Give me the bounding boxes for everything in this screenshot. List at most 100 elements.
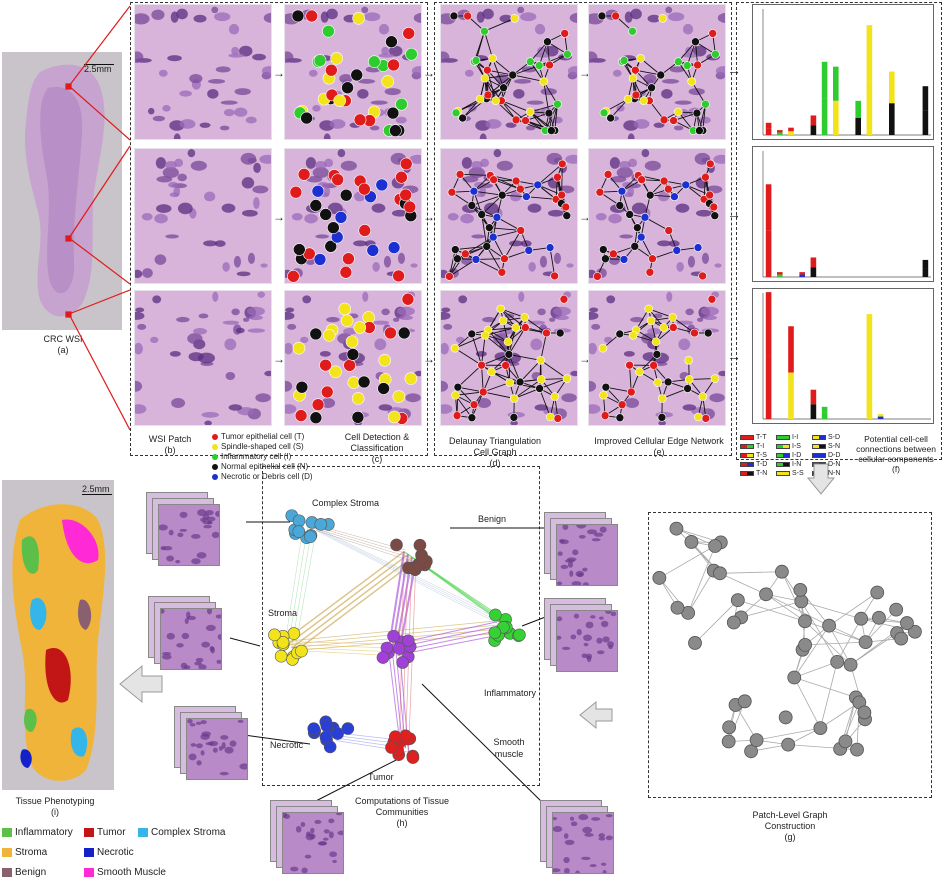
nucleus [569,816,575,821]
nucleus [591,538,601,542]
cell-node [467,201,477,210]
community-node [292,525,306,538]
nucleus [369,125,380,131]
nucleus [694,152,711,165]
wsi-scale-bar [84,64,114,65]
nucleus [151,9,165,20]
nucleus [602,636,610,643]
nucleus [389,45,403,57]
cell-edge [529,41,548,63]
connection-bar-chart [752,146,934,282]
nucleus [582,826,593,834]
patch-tile [440,4,578,140]
cell-node [547,126,556,135]
nucleus [335,811,343,816]
nucleus [687,255,696,268]
pair-legend-item: I-I [776,434,798,442]
connector-line [521,615,549,627]
nucleus [253,197,260,210]
graph-caption-letter: (g) [784,832,796,842]
cell-node [451,390,460,400]
bar-segment [788,131,794,135]
cell-node [453,254,462,264]
cell-node [404,372,418,385]
nucleus [688,88,705,96]
graph-node [838,734,853,749]
community-edge [387,645,400,741]
cell-node [659,323,669,332]
cell-node [358,182,371,196]
nucleus [205,742,215,746]
cell-edge [484,334,510,355]
cell-node [693,412,703,422]
nucleus [563,857,570,864]
cell-edge [514,388,540,399]
community-node [287,627,301,640]
cell-node [377,382,390,395]
nucleus [291,213,303,221]
nucleus [162,546,173,551]
nucleus [608,644,613,650]
pair-legend-label: I-D [792,452,802,459]
pair-legend-label: T-T [756,434,767,441]
nucleus [653,122,665,128]
bar-segment [765,184,772,231]
community-node [268,628,281,642]
cell-edge [672,317,695,334]
cell-edge [455,245,487,250]
nucleus [528,320,546,325]
nucleus [381,308,390,316]
nucleus [557,551,563,556]
nucleus [329,119,346,129]
cell-node [663,377,673,387]
nucleus [713,154,725,164]
community-node [331,727,344,740]
patch-tile [588,290,726,426]
community-edge [388,551,405,645]
cell-edge [509,382,540,389]
community-node [488,626,502,639]
cell-node [366,244,380,257]
cell-node [453,382,463,392]
cell-node [395,97,408,111]
nucleus [302,295,312,304]
tissue-legend-swatch [84,868,94,877]
phenotype-image [12,504,106,781]
graph-edge [836,618,862,663]
nucleus [200,750,205,756]
cell-node [368,55,381,69]
nucleus [676,261,684,272]
graph-caption-title: Patch-Level Graph Construction [752,810,828,831]
nucleus [561,393,577,403]
cell-node [300,111,313,125]
nucleus [339,73,353,84]
tissue-legend-item: Benign [2,868,46,878]
wsi-caption-title: CRC WSI [43,334,83,344]
tissue-legend-swatch [2,868,12,877]
cell-node [330,52,343,65]
cell-node [338,302,352,316]
community-node [274,649,288,663]
nucleus [211,531,220,539]
nucleus [441,51,450,63]
cell-node [559,294,569,304]
cell-node [659,176,669,186]
patch-stack-image [158,509,222,565]
cell-edge [554,104,558,131]
cell-node [392,390,406,403]
nucleus [196,552,207,559]
nucleus [166,632,175,640]
nucleus [589,307,599,313]
community-frame [262,466,540,786]
cell-edge [455,391,484,396]
wsi-caption-letter: (a) [57,345,69,355]
patch-stack-card [280,811,347,874]
nucleus [718,370,725,377]
cell-node [693,60,702,70]
cell-node [503,337,513,347]
pair-legend-label: D-N [828,461,841,468]
nucleus [685,46,694,55]
nucleus [147,107,155,115]
nucleus [573,613,580,619]
nucleus [162,651,172,656]
